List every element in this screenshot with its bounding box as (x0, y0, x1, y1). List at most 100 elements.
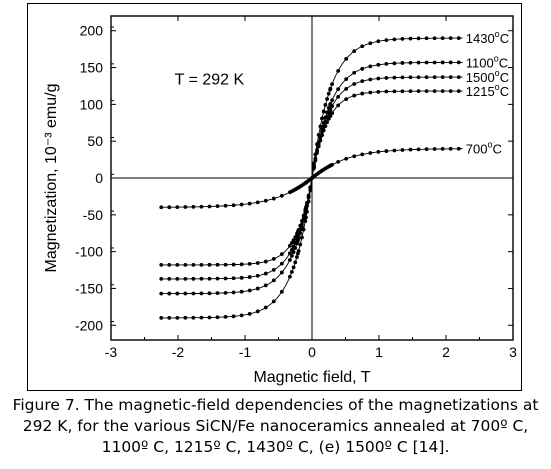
data-point-1215 (287, 243, 292, 248)
data-point-1500 (167, 276, 172, 281)
y-tick-label: -150 (75, 280, 103, 296)
data-point-1215 (296, 227, 301, 232)
data-point-1215 (432, 89, 437, 94)
data-point-1215 (408, 89, 413, 94)
data-point-700 (263, 198, 268, 203)
data-point-1215 (291, 238, 296, 243)
data-point-1100 (279, 270, 284, 275)
data-point-1100 (215, 291, 220, 296)
data-point-1215 (303, 207, 308, 212)
data-point-1500 (448, 75, 453, 80)
data-point-1430 (400, 36, 405, 41)
data-point-1500 (271, 267, 276, 272)
x-tick-label: -2 (172, 344, 185, 360)
data-point-1430 (207, 315, 212, 320)
figure-frame: -3 -2 -1 0 1 2 3 -200 -150 -100 -50 0 50 100 150 200 Mag… (27, 3, 522, 391)
data-point-1430 (440, 36, 445, 41)
data-point-1430 (295, 255, 299, 259)
data-point-1100 (352, 70, 357, 75)
data-point-1430 (191, 315, 196, 320)
figure-caption: Figure 7. The magnetic-field dependencie… (8, 395, 543, 458)
y-axis-label: Magnetization, 10⁻³ emu/g (43, 84, 60, 273)
data-point-1500 (432, 75, 437, 80)
data-point-1215 (263, 259, 268, 264)
data-point-1500 (408, 75, 413, 80)
data-point-1500 (239, 275, 244, 280)
data-point-1100 (263, 283, 268, 288)
data-point-1215 (311, 166, 316, 171)
data-point-1430 (344, 56, 349, 61)
data-point-1215 (320, 133, 324, 138)
series-label-1500: 1500oC (466, 68, 509, 85)
data-point-1215 (298, 223, 303, 228)
data-point-700 (392, 148, 397, 153)
data-point-1430 (323, 103, 328, 107)
data-point-1215 (199, 262, 204, 267)
y-tick-label: 50 (87, 133, 103, 149)
data-point-1100 (287, 258, 292, 262)
data-point-1100 (183, 291, 188, 296)
data-point-1215 (352, 93, 357, 98)
data-point-1215 (175, 262, 180, 267)
temperature-annotation: T = 292 K (175, 71, 245, 88)
data-point-1215 (159, 262, 164, 267)
data-point-1100 (199, 291, 204, 296)
data-point-700 (330, 162, 334, 167)
data-point-1430 (392, 37, 397, 42)
series-label-700: 700oC (466, 140, 502, 157)
data-point-1430 (247, 311, 252, 316)
data-point-1430 (290, 269, 294, 274)
data-point-700 (448, 146, 453, 151)
data-point-1215 (392, 89, 397, 94)
data-point-1430 (298, 242, 303, 247)
data-point-1215 (321, 128, 326, 133)
data-point-1500 (279, 261, 284, 266)
data-point-700 (336, 159, 341, 164)
data-point-1430 (336, 68, 341, 73)
data-point-1500 (352, 82, 357, 86)
caption-line-2: 292 K, for the various SiCN/Fe nanoceram… (22, 417, 529, 435)
x-axis-label: Magnetic field, T (253, 369, 370, 386)
data-point-1500 (175, 276, 180, 281)
data-point-1430 (321, 109, 326, 114)
series-label-1430: 1430oC (466, 29, 509, 46)
data-point-1215 (456, 89, 461, 94)
data-point-1100 (191, 291, 196, 296)
data-point-700 (344, 156, 349, 161)
data-point-1215 (318, 138, 323, 143)
data-point-1215 (215, 262, 220, 267)
data-point-1100 (223, 290, 228, 295)
data-point-700 (239, 202, 244, 207)
data-point-1100 (344, 77, 349, 82)
data-point-1215 (207, 262, 212, 267)
data-point-1430 (328, 86, 333, 91)
data-point-1500 (231, 276, 236, 281)
data-point-1215 (424, 89, 429, 94)
y-tick-label: -100 (75, 244, 103, 260)
data-point-1215 (384, 89, 389, 94)
data-point-1215 (306, 193, 311, 198)
data-point-1430 (231, 314, 236, 319)
data-point-1430 (300, 235, 304, 240)
data-point-1430 (416, 36, 421, 41)
data-point-1100 (384, 61, 389, 66)
data-point-1100 (330, 98, 334, 103)
data-point-1100 (207, 291, 212, 296)
data-point-1430 (263, 305, 268, 310)
data-point-1215 (360, 91, 365, 96)
data-point-1215 (323, 124, 328, 129)
data-point-1500 (456, 75, 461, 80)
magnetization-chart: -3 -2 -1 0 1 2 3 -200 -150 -100 -50 0 50 100 150 200 Mag… (43, 15, 517, 386)
data-point-700 (207, 204, 212, 209)
data-point-1100 (416, 60, 421, 65)
series-label-1215: 1215oC (466, 82, 509, 99)
data-point-1500 (344, 86, 349, 91)
data-point-700 (247, 201, 252, 206)
data-point-1430 (291, 265, 296, 270)
data-point-1500 (207, 276, 212, 281)
data-point-1500 (199, 276, 204, 281)
data-point-700 (432, 147, 437, 151)
data-point-1500 (330, 104, 334, 109)
data-point-1215 (305, 201, 309, 205)
data-point-700 (376, 149, 381, 154)
